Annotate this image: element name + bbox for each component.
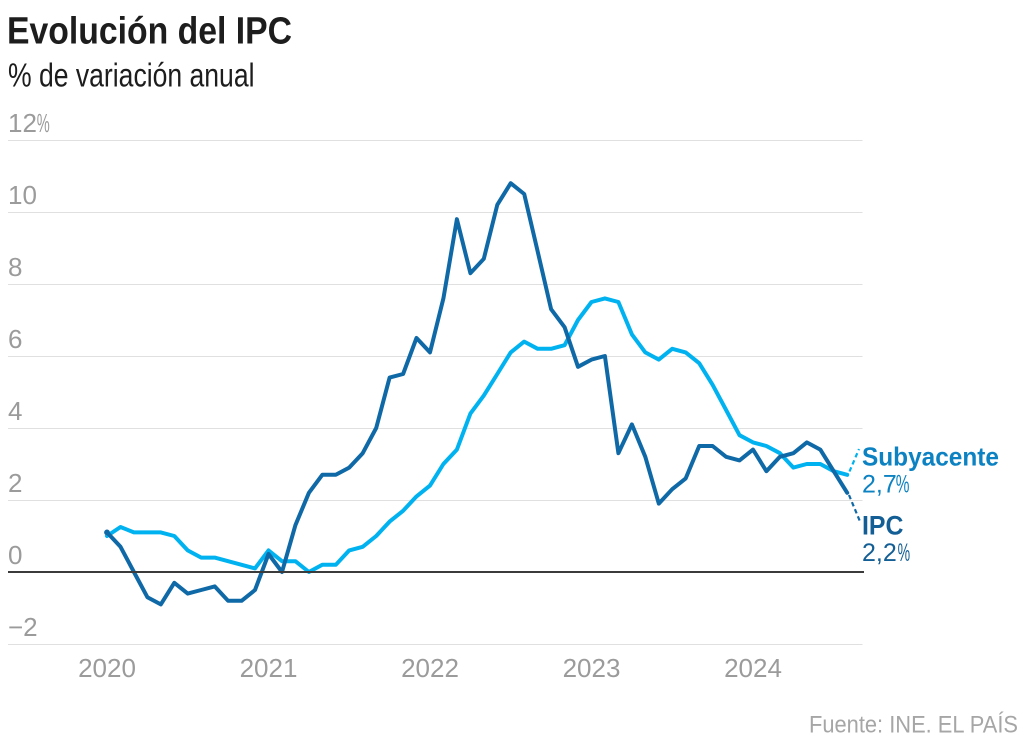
- svg-text:Fuente: INE. EL PAÍS: Fuente: INE. EL PAÍS: [809, 712, 1018, 739]
- svg-text:4: 4: [8, 396, 22, 426]
- svg-text:2020: 2020: [78, 653, 136, 683]
- svg-text:2,2: 2,2: [862, 539, 897, 567]
- svg-text:Evolución del IPC: Evolución del IPC: [7, 11, 292, 53]
- svg-text:−2: −2: [8, 612, 38, 642]
- svg-text:0: 0: [8, 540, 22, 570]
- svg-text:2023: 2023: [563, 653, 621, 683]
- svg-text:IPC: IPC: [862, 511, 904, 541]
- svg-text:%: %: [898, 539, 911, 567]
- svg-text:2024: 2024: [724, 653, 782, 683]
- svg-text:8: 8: [8, 252, 22, 282]
- svg-text:%: %: [37, 108, 50, 138]
- svg-text:%: %: [896, 470, 910, 498]
- svg-text:% de variación anual: % de variación anual: [8, 57, 255, 94]
- svg-text:2021: 2021: [240, 653, 298, 683]
- svg-text:2,7: 2,7: [862, 470, 897, 498]
- svg-text:2: 2: [8, 468, 22, 498]
- svg-text:10: 10: [8, 180, 37, 210]
- svg-text:6: 6: [8, 324, 22, 354]
- svg-text:Subyacente: Subyacente: [862, 442, 999, 472]
- svg-text:12: 12: [8, 108, 37, 138]
- svg-text:2022: 2022: [401, 653, 459, 683]
